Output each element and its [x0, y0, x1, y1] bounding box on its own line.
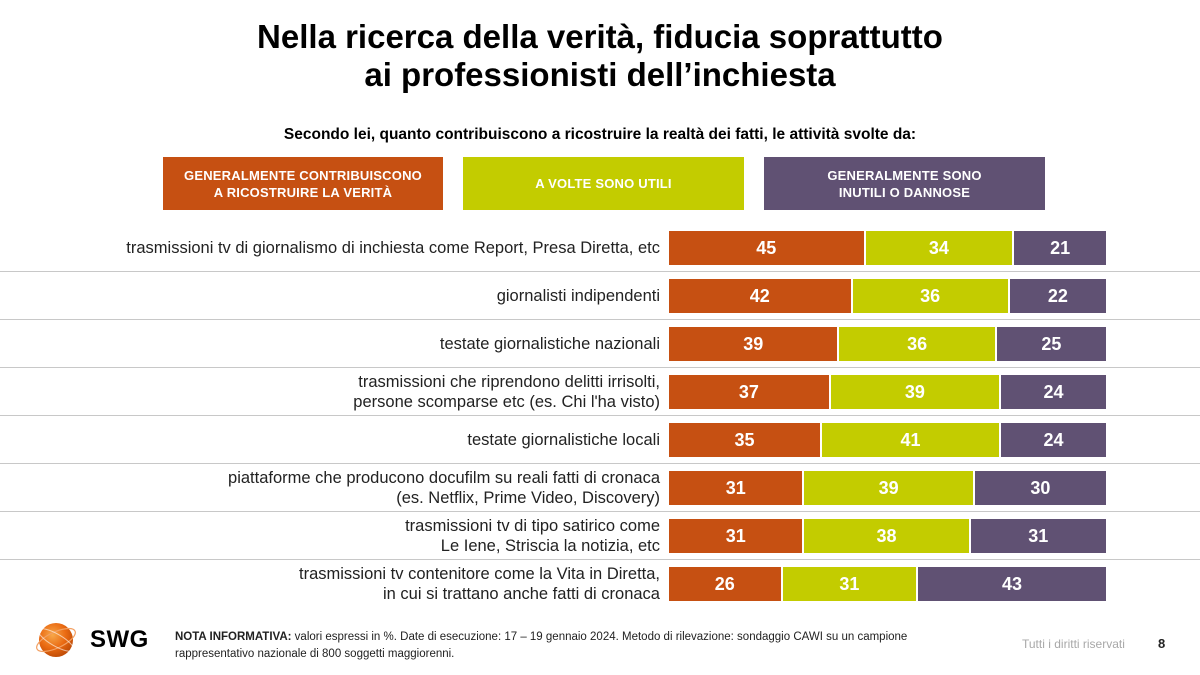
legend-contribuiscono-line-2: A RICOSTRUIRE LA VERITÀ: [213, 184, 393, 200]
bar-segment-inutili-dannose: 43: [918, 567, 1106, 601]
bar-segment-a-volte-utili: 41: [821, 423, 1000, 457]
bar-segment-contribuiscono: 45: [669, 231, 864, 265]
legend-contribuiscono: GENERALMENTE CONTRIBUISCONO A RICOSTRUIR…: [163, 157, 443, 210]
page-title: Nella ricerca della verità, fiducia sopr…: [0, 18, 1200, 94]
category-label: trasmissioni tv di giornalismo di inchie…: [40, 224, 660, 272]
bar-segment-contribuiscono: 31: [669, 471, 803, 505]
chart-subtitle: Secondo lei, quanto contribuiscono a ric…: [283, 126, 917, 143]
chart-row: trasmissioni tv di tipo satirico come Le …: [0, 512, 1200, 560]
bar-segment-a-volte-utili: 36: [852, 279, 1008, 313]
category-label: giornalisti indipendenti: [40, 272, 660, 320]
bar-segment-contribuiscono: 39: [669, 327, 838, 361]
chart-row: trasmissioni che riprendono delitti irri…: [0, 368, 1200, 416]
bar-segment-inutili-dannose: 24: [1001, 423, 1106, 457]
swg-logo-icon: [36, 623, 76, 657]
bar-segment-inutili-dannose: 24: [1001, 375, 1106, 409]
category-label: testate giornalistiche locali: [40, 416, 660, 464]
bar-segment-contribuiscono: 37: [669, 375, 829, 409]
category-label-line: trasmissioni tv di giornalismo di inchie…: [126, 239, 660, 257]
row-separator: [0, 511, 1200, 512]
legend-a-volte-utili: A VOLTE SONO UTILI: [463, 157, 744, 210]
bar-segment-a-volte-utili: 36: [839, 327, 995, 361]
chart-row: trasmissioni tv di giornalismo di inchie…: [0, 224, 1200, 272]
chart-row: giornalisti indipendenti 42 36 22: [0, 272, 1200, 320]
bar-segment-contribuiscono: 35: [669, 423, 820, 457]
bar-segment-a-volte-utili: 39: [804, 471, 973, 505]
category-label-line: in cui si trattano anche fatti di cronac…: [383, 585, 660, 603]
rights-reserved: Tutti i diritti riservati: [1022, 637, 1125, 651]
category-label: testate giornalistiche nazionali: [40, 320, 660, 368]
bar-segment-contribuiscono: 26: [669, 567, 781, 601]
bar-segment-inutili-dannose: 25: [996, 327, 1106, 361]
category-label-line: (es. Netflix, Prime Video, Discovery): [396, 489, 660, 507]
category-label-line: trasmissioni tv di tipo satirico come: [405, 517, 660, 535]
category-label: trasmissioni tv di tipo satirico come Le …: [40, 512, 660, 560]
legend-a-volte-utili-line-1: A VOLTE SONO UTILI: [535, 176, 672, 191]
category-label-line: Le Iene, Striscia la notizia, etc: [440, 537, 660, 555]
informative-note: NOTA INFORMATIVA: valori espressi in %. …: [175, 629, 995, 663]
row-separator: [0, 271, 1200, 272]
category-label-line: piattaforme che producono docufilm su re…: [228, 469, 660, 487]
chart-row: testate giornalistiche locali 35 41 24: [0, 416, 1200, 464]
row-separator: [0, 463, 1200, 464]
title-line-1: Nella ricerca della verità, fiducia sopr…: [257, 18, 943, 55]
legend-inutili-line-2: INUTILI O DANNOSE: [838, 184, 971, 200]
note-text-line-2: rappresentativo nazionale di 800 soggett…: [175, 648, 455, 660]
bar-segment-inutili-dannose: 31: [970, 519, 1106, 553]
chart-row: piattaforme che producono docufilm su re…: [0, 464, 1200, 512]
bar-segment-a-volte-utili: 31: [782, 567, 917, 601]
category-label-line: testate giornalistiche locali: [467, 431, 660, 449]
page-number: 8: [1158, 636, 1166, 651]
category-label: trasmissioni che riprendono delitti irri…: [40, 368, 660, 416]
legend-inutili-dannose: GENERALMENTE SONO INUTILI O DANNOSE: [764, 157, 1045, 210]
title-line-2: ai professionisti dell’inchiesta: [364, 56, 836, 93]
category-label-line: trasmissioni tv contenitore come la Vita…: [298, 565, 660, 583]
bar-segment-inutili-dannose: 30: [974, 471, 1106, 505]
row-separator: [0, 415, 1200, 416]
note-text-line-1: valori espressi in %. Date di esecuzione…: [291, 631, 908, 643]
bar-segment-a-volte-utili: 38: [804, 519, 969, 553]
bar-segment-contribuiscono: 31: [669, 519, 803, 553]
chart-row: trasmissioni tv contenitore come la Vita…: [0, 560, 1200, 608]
bar-segment-contribuiscono: 42: [669, 279, 851, 313]
legend-inutili-line-1: GENERALMENTE SONO: [827, 167, 982, 183]
chart-row: testate giornalistiche nazionali 39 36 25: [0, 320, 1200, 368]
row-separator: [0, 319, 1200, 320]
bar-segment-inutili-dannose: 21: [1014, 231, 1106, 265]
legend-contribuiscono-line-1: GENERALMENTE CONTRIBUISCONO: [184, 167, 422, 183]
category-label: piattaforme che producono docufilm su re…: [40, 464, 660, 512]
bar-segment-a-volte-utili: 34: [865, 231, 1013, 265]
bar-segment-a-volte-utili: 39: [830, 375, 1000, 409]
bar-segment-inutili-dannose: 22: [1009, 279, 1106, 313]
logo-text: SWG: [90, 626, 149, 653]
row-separator: [0, 367, 1200, 368]
category-label-line: persone scomparse etc (es. Chi l'ha vist…: [353, 393, 660, 411]
category-label-line: trasmissioni che riprendono delitti irri…: [358, 373, 660, 391]
category-label-line: giornalisti indipendenti: [496, 287, 660, 305]
note-label: NOTA INFORMATIVA:: [175, 631, 292, 643]
category-label: trasmissioni tv contenitore come la Vita…: [40, 560, 660, 608]
row-separator: [0, 559, 1200, 560]
category-label-line: testate giornalistiche nazionali: [439, 335, 660, 353]
